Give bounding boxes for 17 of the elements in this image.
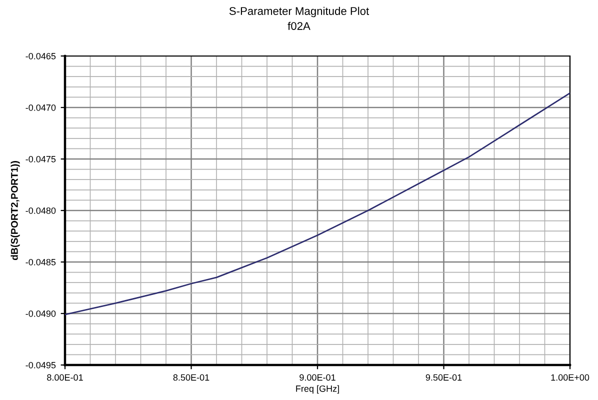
x-tick-label: 8.00E-01	[47, 374, 83, 381]
x-tick-label: 1.00E+00	[551, 374, 590, 381]
y-tick-label: -0.0495	[26, 362, 56, 368]
y-axis-title: dB(S(PORT2,PORT1))	[10, 161, 20, 260]
x-tick-label: 8.50E-01	[173, 374, 210, 381]
y-tick-label: -0.0490	[26, 310, 56, 317]
y-tick-label: -0.0470	[26, 104, 56, 111]
y-tick-label: -0.0465	[26, 52, 56, 60]
chart-subtitle: f02A	[288, 22, 310, 30]
x-axis-title: Freq [GHz]	[296, 385, 339, 394]
chart-title: S-Parameter Magnitude Plot	[229, 6, 370, 18]
y-tick-label: -0.0480	[26, 207, 56, 214]
x-tick-label: 9.00E-01	[300, 374, 336, 381]
y-tick-label: -0.0485	[26, 258, 56, 266]
y-tick-label: -0.0475	[26, 156, 56, 162]
line-series	[65, 92, 570, 316]
x-tick-label: 9.50E-01	[426, 374, 462, 381]
